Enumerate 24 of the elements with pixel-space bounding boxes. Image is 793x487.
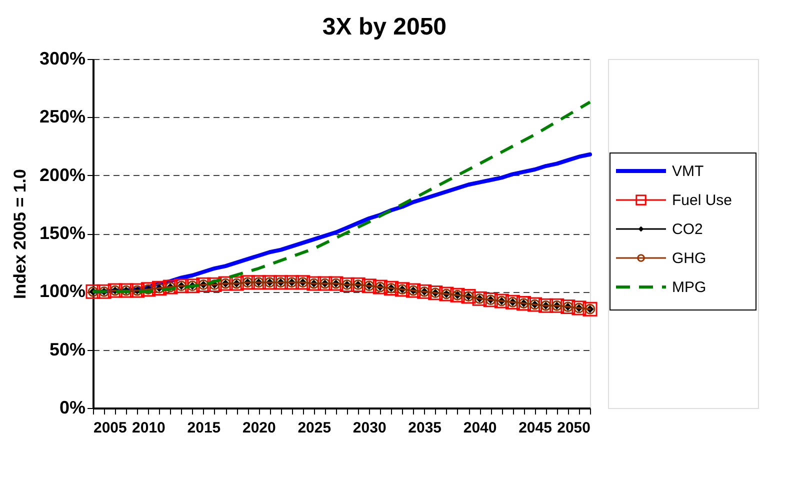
legend-label: MPG xyxy=(672,279,706,296)
y-tick-label: 0% xyxy=(59,398,86,418)
x-tick-label: 2050 xyxy=(557,420,590,436)
x-tick-label: 2040 xyxy=(463,420,497,436)
x-tick-label: 2035 xyxy=(408,420,442,436)
x-tick-label: 2030 xyxy=(352,420,386,436)
x-tick-label: 2045 xyxy=(518,420,552,436)
y-tick-label: 200% xyxy=(39,164,86,185)
y-tick-label: 300% xyxy=(39,48,86,68)
y-tick-label: 250% xyxy=(39,106,86,127)
x-tick-label: 2020 xyxy=(242,420,276,436)
legend-label: VMT xyxy=(672,163,704,180)
x-tick-label: 2025 xyxy=(298,420,332,436)
y-tick-label: 100% xyxy=(39,281,86,302)
chart-title: 3X by 2050 xyxy=(322,14,447,40)
y-axis-title: Index 2005 = 1.0 xyxy=(10,169,30,299)
x-tick-label: 2015 xyxy=(187,420,221,436)
y-tick-label: 150% xyxy=(39,223,86,243)
x-tick-label: 2005 xyxy=(94,420,127,436)
y-tick-label: 50% xyxy=(49,339,86,360)
legend-label: Fuel Use xyxy=(672,192,732,209)
legend-label: CO2 xyxy=(672,221,703,238)
x-tick-label: 2010 xyxy=(132,420,166,436)
legend-label: GHG xyxy=(672,250,706,267)
